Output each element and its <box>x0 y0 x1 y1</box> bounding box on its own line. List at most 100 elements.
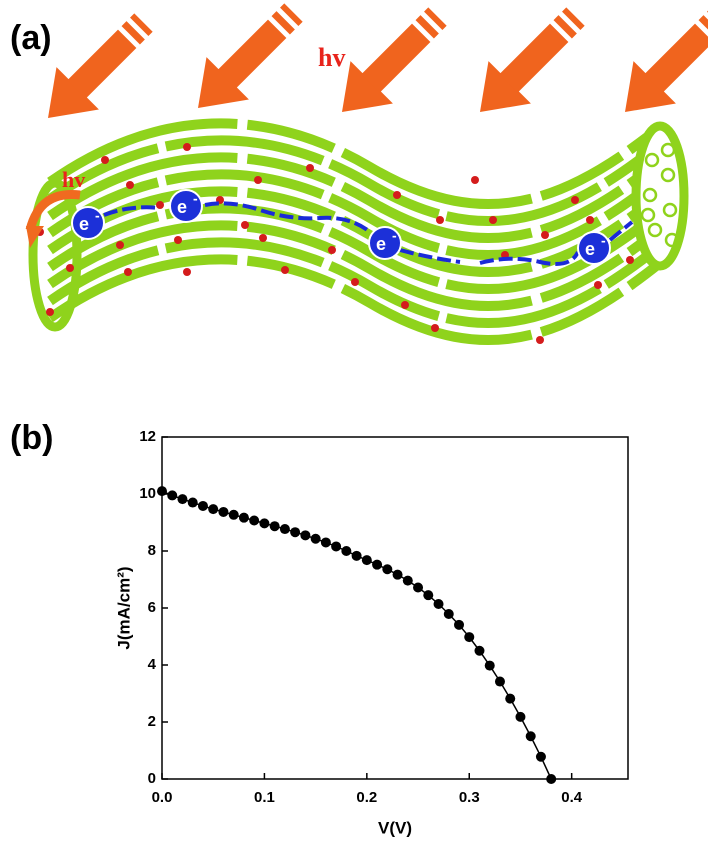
plot: 0.0 0.1 0.2 0.3 0.4 0 2 4 6 8 10 12 <box>139 428 582 806</box>
dopant <box>571 196 579 204</box>
dopant <box>174 236 182 244</box>
y-tick-label: 8 <box>148 542 156 559</box>
dopant <box>66 264 74 272</box>
tube-end <box>28 178 82 332</box>
arrow-stripe <box>698 15 708 39</box>
data-point <box>372 559 383 570</box>
data-point <box>157 486 167 497</box>
data-point <box>535 751 546 762</box>
dopant <box>471 176 479 184</box>
data-point <box>382 564 393 575</box>
light-arrows <box>48 3 708 118</box>
dopant <box>101 156 109 164</box>
panel-label: (a) <box>10 19 52 57</box>
arrow-head <box>480 61 531 112</box>
data-point <box>341 546 352 556</box>
data-point <box>228 509 239 520</box>
pore <box>662 202 678 218</box>
y-tick-label: 0 <box>148 770 156 787</box>
arrow-shaft <box>499 23 569 93</box>
data-point <box>413 582 424 593</box>
arrow-shaft <box>361 23 431 93</box>
data-point <box>320 537 331 548</box>
arrow-head <box>625 61 676 112</box>
fiber-strand <box>47 118 664 209</box>
dopant <box>541 231 549 239</box>
plot-frame <box>161 436 629 780</box>
dopant <box>489 216 497 224</box>
electron-charge: - <box>193 191 198 207</box>
data-point <box>177 494 188 505</box>
y-tick-label: 6 <box>148 599 156 616</box>
dopant <box>328 246 336 254</box>
pore <box>640 207 656 223</box>
electron-path <box>204 201 372 234</box>
y-axis-label: J(mA/cm²) <box>114 566 133 649</box>
arrow-stripe <box>415 15 439 39</box>
pore <box>647 222 663 238</box>
data-point <box>331 541 342 552</box>
light-arrow <box>342 7 447 112</box>
data-point <box>310 533 321 544</box>
dopant <box>183 143 191 151</box>
data-point <box>361 555 372 566</box>
dopant <box>241 221 249 229</box>
data-point <box>300 530 311 541</box>
dopant <box>393 191 401 199</box>
data-point <box>197 500 208 511</box>
pore <box>660 142 676 158</box>
data-point <box>515 711 526 722</box>
light-arrow <box>480 7 585 112</box>
electron-symbol: e <box>376 234 386 254</box>
arrow-stripe <box>424 7 447 30</box>
light-arrow <box>48 13 153 118</box>
data-point <box>484 660 495 671</box>
dopant <box>156 201 164 209</box>
arrow-head <box>198 57 249 108</box>
x-tick-label: 0.4 <box>561 789 583 806</box>
data-point <box>269 521 280 532</box>
data-point <box>433 599 444 610</box>
data-point <box>464 632 475 643</box>
dopant <box>124 268 132 276</box>
data-point <box>392 569 403 580</box>
panel-label: (b) <box>10 419 53 457</box>
dopant <box>351 278 359 286</box>
dopant <box>431 324 439 332</box>
y-tick-label: 10 <box>139 485 156 502</box>
electron-path <box>479 250 580 266</box>
data-point <box>208 504 219 515</box>
x-axis-label: V(V) <box>378 818 412 837</box>
arrow-head <box>48 67 99 118</box>
data-point <box>218 506 229 517</box>
fiber-strand <box>47 135 664 226</box>
electron-path <box>399 248 461 264</box>
electron-symbol: e <box>177 197 187 217</box>
light-arrow <box>625 7 708 112</box>
absorb-arrow <box>25 189 81 232</box>
arrow-shaft <box>217 19 287 89</box>
x-tick-label: 0.2 <box>356 789 377 806</box>
data-point <box>454 619 465 630</box>
data-point <box>494 676 505 687</box>
pore <box>644 152 660 168</box>
dopant <box>626 256 634 264</box>
data-point <box>474 645 485 656</box>
data-point <box>259 518 270 529</box>
fiber-strand <box>47 237 664 328</box>
arrow-stripe <box>130 13 153 36</box>
pore <box>642 187 658 203</box>
fiber-strand <box>47 220 664 311</box>
data-point <box>167 490 178 501</box>
arrow-stripe <box>553 15 577 39</box>
absorb-label: hv <box>62 167 85 192</box>
fiber-strand <box>47 254 664 345</box>
dopant <box>116 241 124 249</box>
y-tick-label: 12 <box>139 428 156 445</box>
data-point <box>249 515 260 526</box>
electron-charge: - <box>392 228 397 244</box>
electron <box>169 189 203 223</box>
arrow-stripe <box>562 7 585 30</box>
data-point <box>238 512 249 523</box>
arrow-stripe <box>271 11 295 35</box>
